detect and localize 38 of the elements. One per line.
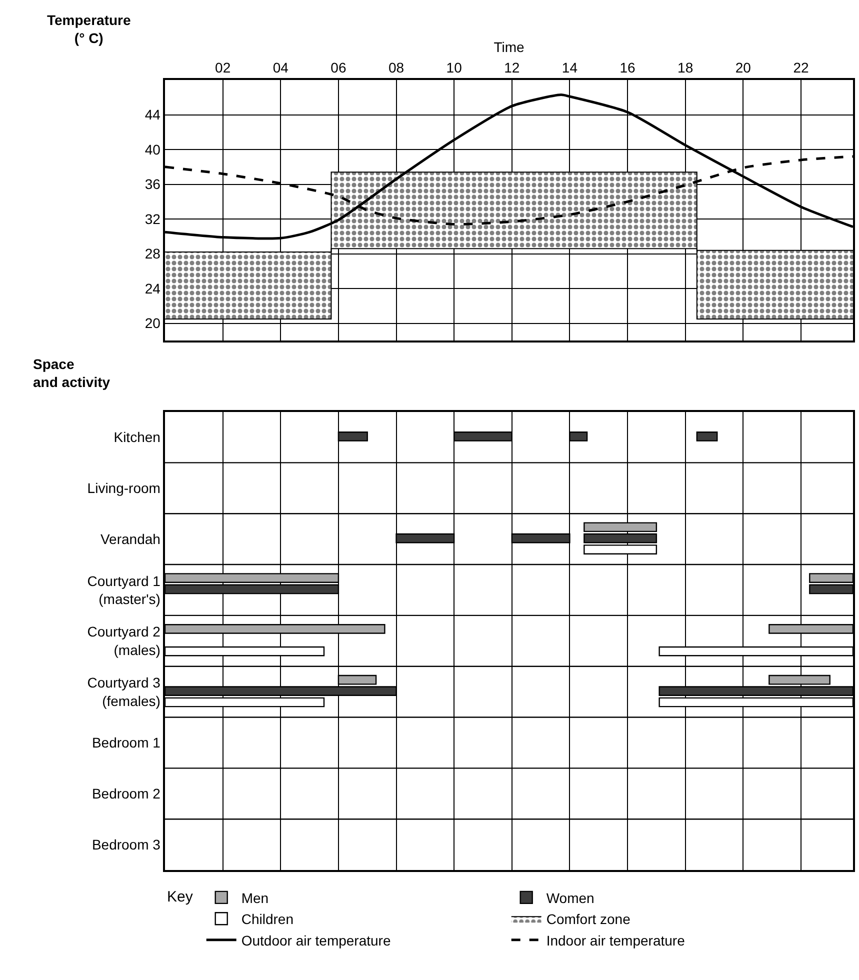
bar — [696, 432, 718, 442]
y-tick-label: Bedroom 2 — [92, 786, 161, 802]
x-axis-title: Time — [494, 38, 525, 55]
x-tick-label: 22 — [793, 60, 809, 76]
y-tick-label: 40 — [144, 141, 161, 158]
x-tick-label: 14 — [562, 60, 578, 76]
legend-label: Outdoor air temperature — [241, 932, 391, 948]
y-tick-label: Kitchen — [114, 429, 160, 446]
x-tick-label: 16 — [620, 60, 636, 76]
y-tick-label: 24 — [144, 280, 161, 296]
legend-label: Children — [241, 911, 294, 928]
x-tick-label: 10 — [446, 60, 462, 76]
y-tick-label: 44 — [144, 106, 161, 123]
y-tick-label: Bedroom 1 — [92, 734, 161, 751]
y-tick-label: 32 — [144, 210, 161, 227]
x-tick-label: 06 — [330, 60, 346, 76]
y-tick-label: Courtyard 2 (males) — [87, 624, 161, 658]
y-tick-label: Verandah — [100, 530, 160, 547]
y-tick-label: Bedroom 3 — [92, 836, 161, 852]
legend-label: Women — [546, 890, 594, 906]
y-axis-title: Temperature (° C) — [47, 12, 131, 46]
x-tick-label: 08 — [388, 60, 404, 76]
x-tick-label: 02 — [215, 60, 231, 76]
y-axis-title: Space and activity — [33, 356, 110, 390]
legend-label: Comfort zone — [546, 911, 631, 928]
legend-label: Men — [241, 890, 269, 906]
x-tick-label: 18 — [678, 60, 694, 76]
y-tick-label: Living-room — [87, 480, 160, 496]
y-tick-label: Courtyard 3 (females) — [87, 674, 161, 709]
y-tick-label: 36 — [144, 176, 161, 192]
y-tick-label: Courtyard 1 (master's) — [87, 572, 161, 607]
x-tick-label: 12 — [504, 60, 520, 76]
legend-title: Key — [167, 888, 194, 906]
x-tick-label: 04 — [272, 60, 289, 76]
legend-label: Indoor air temperature — [546, 932, 686, 948]
y-tick-label: 20 — [144, 315, 161, 332]
x-tick-label: 20 — [735, 60, 752, 76]
y-tick-label: 28 — [144, 246, 161, 262]
